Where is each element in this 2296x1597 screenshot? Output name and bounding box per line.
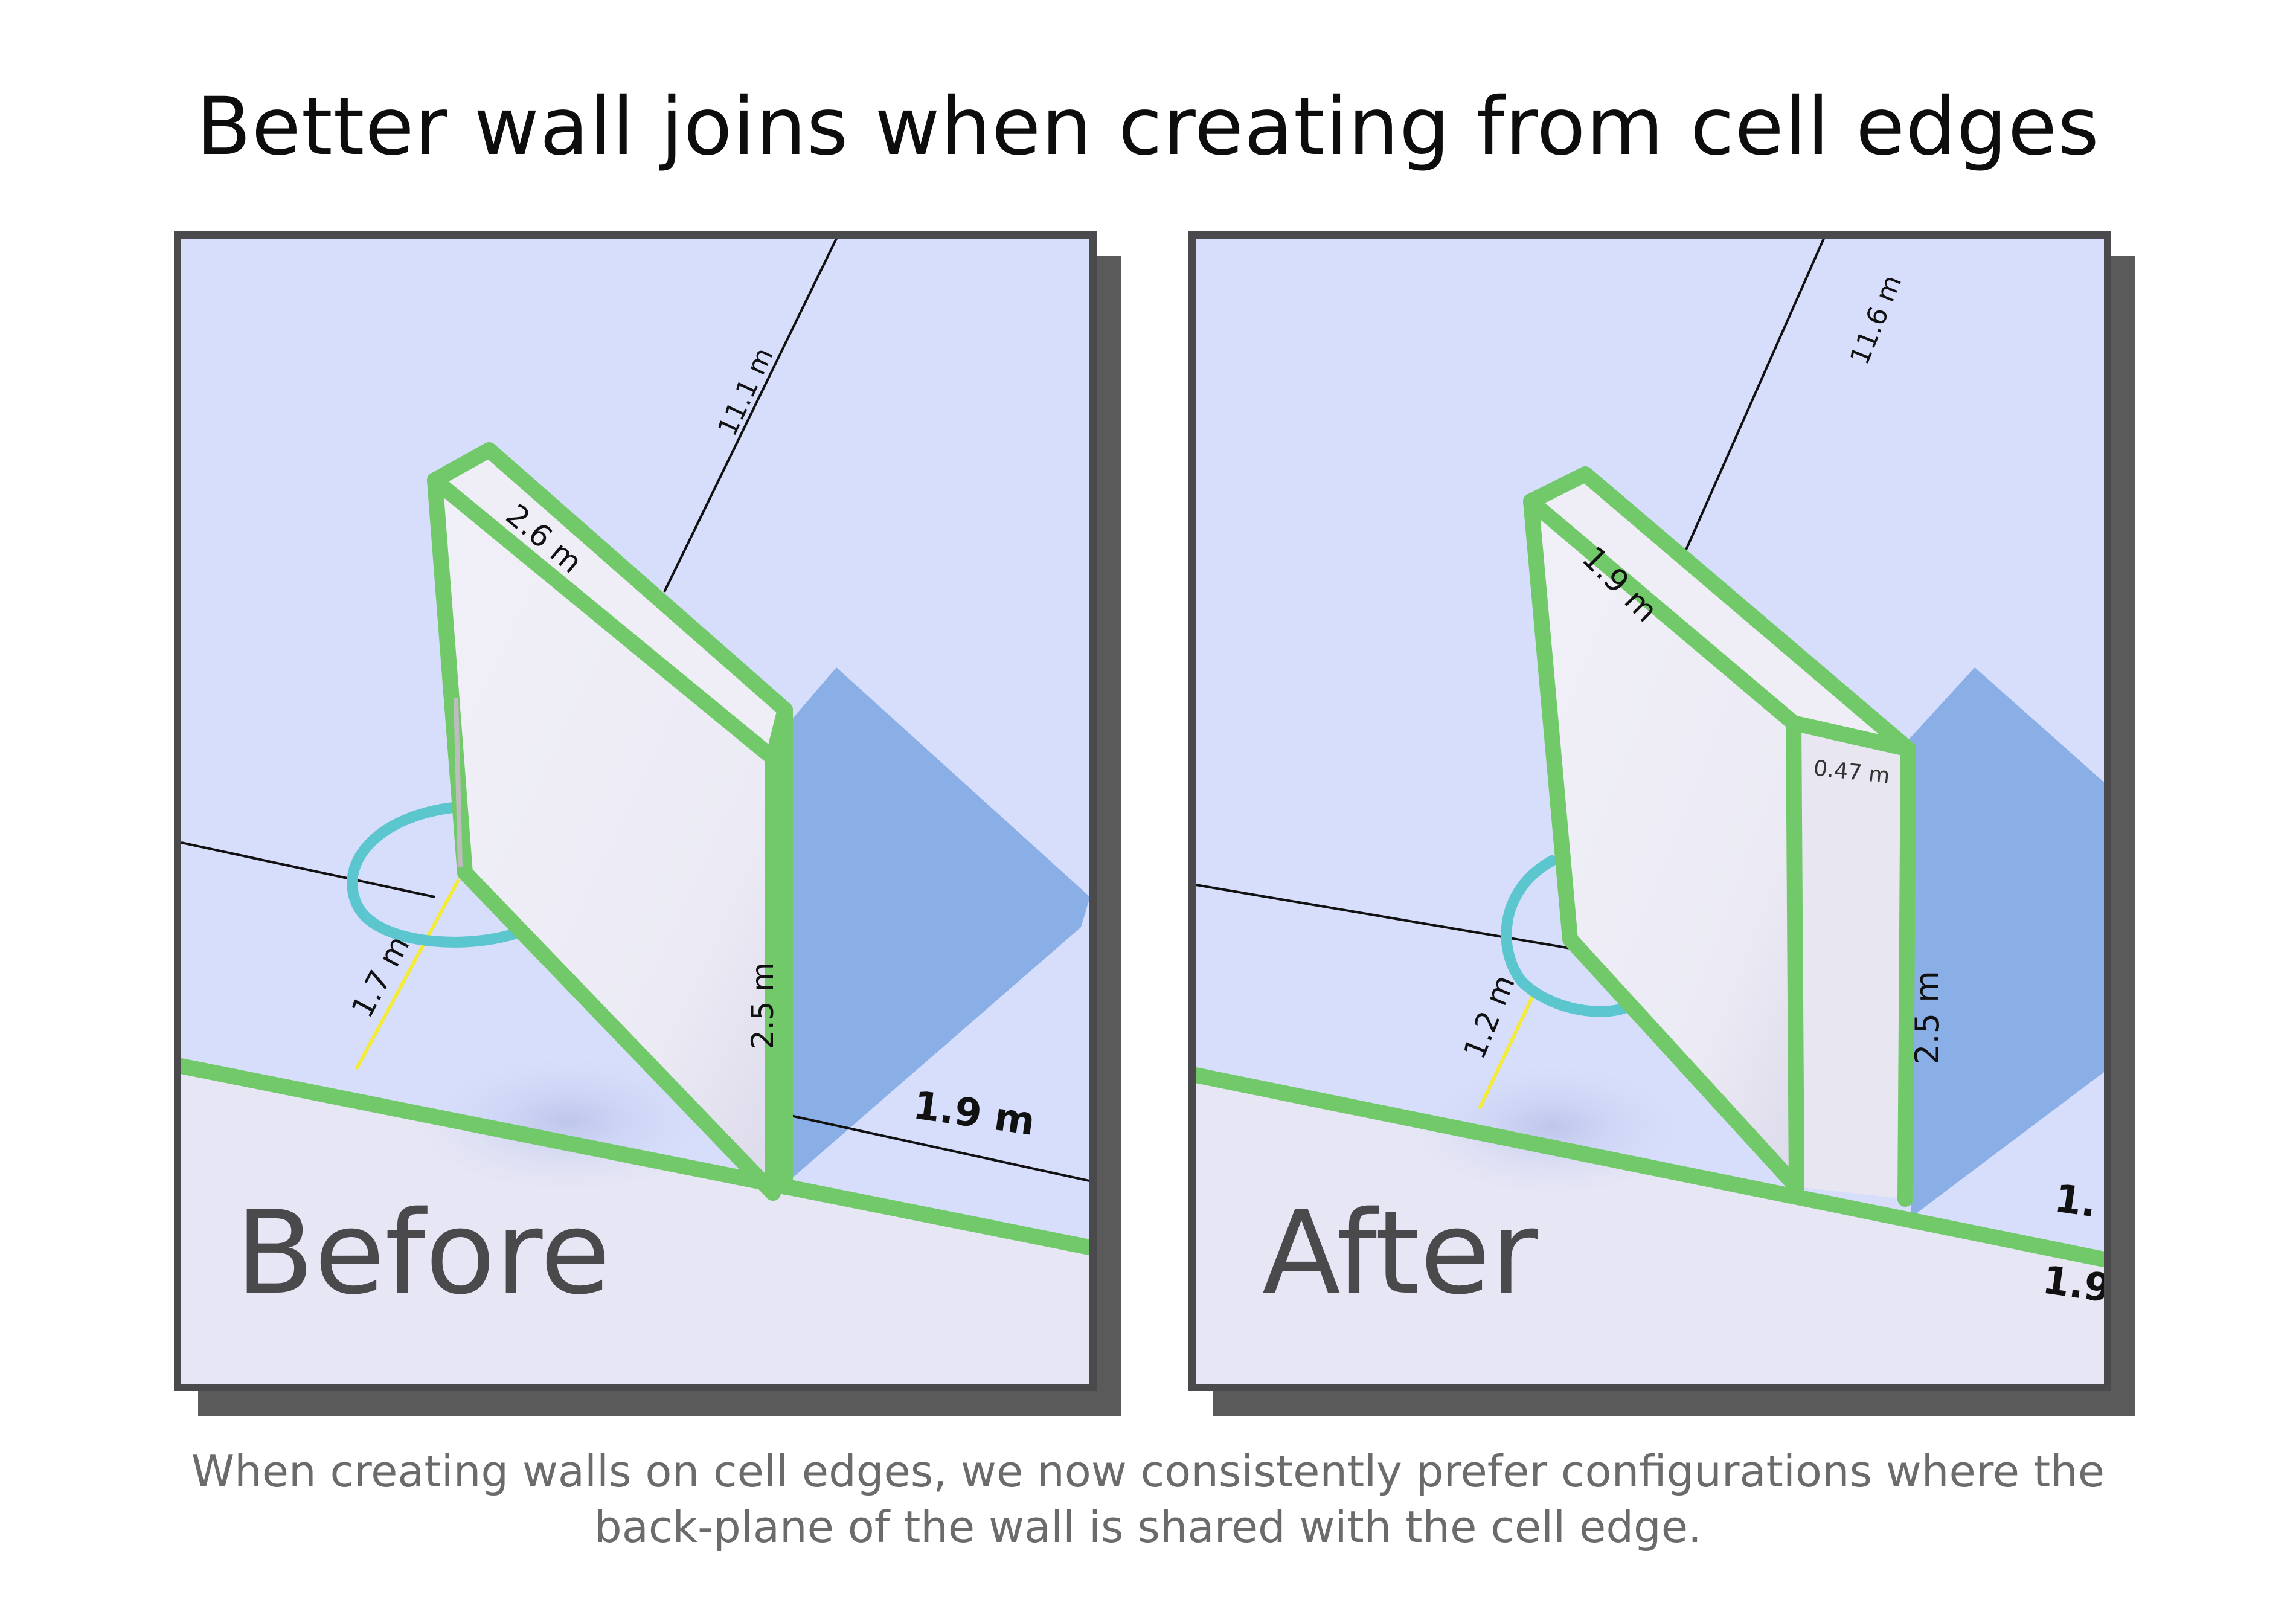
wall-gap-sliver	[454, 697, 463, 867]
wall-shadow	[782, 667, 1089, 1187]
after-label: After	[1262, 1186, 1538, 1320]
height-label: 2.5 m	[1908, 971, 1946, 1065]
wall-shadow	[1908, 667, 2104, 1217]
wall-outline[interactable]	[1196, 466, 2104, 1267]
turn-ring	[1501, 855, 1636, 1017]
long-dimension-line	[663, 239, 838, 593]
before-panel: 11.1 m 2.6 m 1.7 m 2.5 m 1.9 m 2.0 m Bef…	[174, 231, 1097, 1391]
wall-top-face	[1531, 474, 1908, 749]
before-viewport[interactable]: 11.1 m 2.6 m 1.7 m 2.5 m 1.9 m 2.0 m Bef…	[181, 239, 1089, 1384]
before-label: Before	[236, 1186, 611, 1320]
after-viewport[interactable]: 11.6 m 1.9 m 0.47 m 1.2 m 2.5 m 1. 1.9 2…	[1196, 239, 2104, 1384]
offset-line	[354, 878, 461, 1070]
edge-length-label: 1.9 m	[911, 1083, 1038, 1144]
lower-floor	[181, 1066, 1089, 1384]
offset-line	[1478, 992, 1536, 1110]
cell-edge-line	[181, 841, 435, 898]
long-dimension-line	[1659, 239, 1825, 608]
long-edge-label: 11.6 m	[1844, 271, 1908, 369]
edge-length-label-a: 1.	[2052, 1177, 2099, 1227]
caption-line-2: back-plane of the wall is shared with th…	[594, 1502, 1702, 1552]
long-edge-label: 11.1 m	[712, 343, 780, 441]
after-panel: 11.6 m 1.9 m 0.47 m 1.2 m 2.5 m 1. 1.9 2…	[1188, 231, 2111, 1391]
caption: When creating walls on cell edges, we no…	[0, 1444, 2296, 1555]
wall-top-face	[435, 450, 785, 758]
caption-line-1: When creating walls on cell edges, we no…	[191, 1446, 2105, 1497]
edge-length-label-b: 1.9	[2040, 1258, 2104, 1312]
height-label: 2.5 m	[745, 962, 780, 1049]
wall-thickness-face	[1794, 723, 1908, 1199]
turn-ring	[347, 801, 537, 948]
offset-label: 1.2 m	[1457, 970, 1522, 1064]
edge-dimension-line	[784, 1113, 1089, 1182]
wall-front-face	[435, 480, 773, 1193]
page-title: Better wall joins when creating from cel…	[196, 80, 2100, 173]
